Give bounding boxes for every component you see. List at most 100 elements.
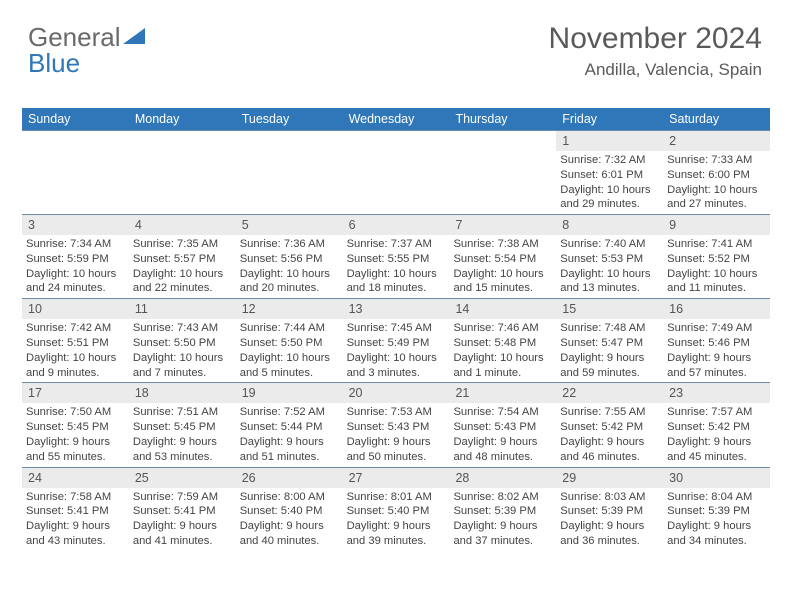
calendar-day: 1Sunrise: 7:32 AMSunset: 6:01 PMDaylight… [556,131,663,214]
sunrise-text: Sunrise: 7:48 AM [560,321,659,336]
day-number: 4 [129,215,236,235]
calendar: Sunday Monday Tuesday Wednesday Thursday… [22,108,770,551]
day-details: Sunrise: 7:44 AMSunset: 5:50 PMDaylight:… [236,319,343,382]
day-details: Sunrise: 7:52 AMSunset: 5:44 PMDaylight:… [236,403,343,466]
sunrise-text: Sunrise: 8:00 AM [240,490,339,505]
day-details: Sunrise: 8:01 AMSunset: 5:40 PMDaylight:… [343,488,450,551]
day-details: Sunrise: 7:40 AMSunset: 5:53 PMDaylight:… [556,235,663,298]
page-title: November 2024 [549,22,762,56]
calendar-day: 27Sunrise: 8:01 AMSunset: 5:40 PMDayligh… [343,468,450,551]
day-details: Sunrise: 7:45 AMSunset: 5:49 PMDaylight:… [343,319,450,382]
daylight-text: Daylight: 9 hours and 46 minutes. [560,435,659,465]
daylight-text: Daylight: 9 hours and 53 minutes. [133,435,232,465]
daylight-text: Daylight: 9 hours and 51 minutes. [240,435,339,465]
day-number: 13 [343,299,450,319]
calendar-day: 14Sunrise: 7:46 AMSunset: 5:48 PMDayligh… [449,299,556,382]
day-details: Sunrise: 7:55 AMSunset: 5:42 PMDaylight:… [556,403,663,466]
daylight-text: Daylight: 9 hours and 59 minutes. [560,351,659,381]
sunset-text: Sunset: 5:39 PM [560,504,659,519]
daylight-text: Daylight: 10 hours and 18 minutes. [347,267,446,297]
calendar-week: 1Sunrise: 7:32 AMSunset: 6:01 PMDaylight… [22,130,770,214]
day-number: 7 [449,215,556,235]
calendar-day: 17Sunrise: 7:50 AMSunset: 5:45 PMDayligh… [22,383,129,466]
sunrise-text: Sunrise: 8:03 AM [560,490,659,505]
sunset-text: Sunset: 5:43 PM [347,420,446,435]
daylight-text: Daylight: 10 hours and 1 minute. [453,351,552,381]
sunset-text: Sunset: 5:50 PM [240,336,339,351]
day-number [236,131,343,150]
sunset-text: Sunset: 5:42 PM [560,420,659,435]
sunrise-text: Sunrise: 7:55 AM [560,405,659,420]
daylight-text: Daylight: 10 hours and 27 minutes. [667,183,766,213]
sunrise-text: Sunrise: 8:04 AM [667,490,766,505]
sunrise-text: Sunrise: 7:41 AM [667,237,766,252]
sunset-text: Sunset: 5:43 PM [453,420,552,435]
sunrise-text: Sunrise: 7:53 AM [347,405,446,420]
calendar-day: 28Sunrise: 8:02 AMSunset: 5:39 PMDayligh… [449,468,556,551]
sunrise-text: Sunrise: 7:54 AM [453,405,552,420]
day-details: Sunrise: 7:46 AMSunset: 5:48 PMDaylight:… [449,319,556,382]
sunset-text: Sunset: 5:54 PM [453,252,552,267]
sunset-text: Sunset: 5:48 PM [453,336,552,351]
daylight-text: Daylight: 10 hours and 15 minutes. [453,267,552,297]
day-details: Sunrise: 8:03 AMSunset: 5:39 PMDaylight:… [556,488,663,551]
calendar-day [449,131,556,214]
calendar-day: 15Sunrise: 7:48 AMSunset: 5:47 PMDayligh… [556,299,663,382]
daylight-text: Daylight: 9 hours and 43 minutes. [26,519,125,549]
brand-part2: Blue [28,48,80,78]
calendar-day: 7Sunrise: 7:38 AMSunset: 5:54 PMDaylight… [449,215,556,298]
calendar-day [129,131,236,214]
day-number: 11 [129,299,236,319]
sunrise-text: Sunrise: 7:33 AM [667,153,766,168]
day-number: 18 [129,383,236,403]
sunset-text: Sunset: 5:51 PM [26,336,125,351]
sunrise-text: Sunrise: 7:45 AM [347,321,446,336]
day-number: 10 [22,299,129,319]
brand-triangle-icon [123,24,145,50]
sunrise-text: Sunrise: 8:02 AM [453,490,552,505]
sunrise-text: Sunrise: 7:36 AM [240,237,339,252]
day-number: 21 [449,383,556,403]
dow-thursday: Thursday [449,108,556,130]
calendar-day: 25Sunrise: 7:59 AMSunset: 5:41 PMDayligh… [129,468,236,551]
sunset-text: Sunset: 5:39 PM [667,504,766,519]
calendar-day: 29Sunrise: 8:03 AMSunset: 5:39 PMDayligh… [556,468,663,551]
day-details: Sunrise: 7:38 AMSunset: 5:54 PMDaylight:… [449,235,556,298]
calendar-week: 17Sunrise: 7:50 AMSunset: 5:45 PMDayligh… [22,382,770,466]
day-details: Sunrise: 7:41 AMSunset: 5:52 PMDaylight:… [663,235,770,298]
day-number: 1 [556,131,663,151]
sunrise-text: Sunrise: 8:01 AM [347,490,446,505]
sunset-text: Sunset: 5:40 PM [347,504,446,519]
sunset-text: Sunset: 5:40 PM [240,504,339,519]
day-details: Sunrise: 7:42 AMSunset: 5:51 PMDaylight:… [22,319,129,382]
day-number [22,131,129,150]
daylight-text: Daylight: 9 hours and 57 minutes. [667,351,766,381]
calendar-day: 11Sunrise: 7:43 AMSunset: 5:50 PMDayligh… [129,299,236,382]
day-number: 22 [556,383,663,403]
daylight-text: Daylight: 10 hours and 11 minutes. [667,267,766,297]
day-details: Sunrise: 7:49 AMSunset: 5:46 PMDaylight:… [663,319,770,382]
day-number [449,131,556,150]
day-number: 27 [343,468,450,488]
calendar-day: 18Sunrise: 7:51 AMSunset: 5:45 PMDayligh… [129,383,236,466]
dow-monday: Monday [129,108,236,130]
day-number: 12 [236,299,343,319]
sunset-text: Sunset: 5:44 PM [240,420,339,435]
daylight-text: Daylight: 10 hours and 9 minutes. [26,351,125,381]
sunrise-text: Sunrise: 7:49 AM [667,321,766,336]
day-details: Sunrise: 8:02 AMSunset: 5:39 PMDaylight:… [449,488,556,551]
daylight-text: Daylight: 10 hours and 29 minutes. [560,183,659,213]
calendar-body: 1Sunrise: 7:32 AMSunset: 6:01 PMDaylight… [22,130,770,551]
day-details: Sunrise: 7:48 AMSunset: 5:47 PMDaylight:… [556,319,663,382]
sunset-text: Sunset: 5:53 PM [560,252,659,267]
day-number [129,131,236,150]
day-number: 25 [129,468,236,488]
sunset-text: Sunset: 5:42 PM [667,420,766,435]
day-of-week-header: Sunday Monday Tuesday Wednesday Thursday… [22,108,770,130]
day-details: Sunrise: 7:51 AMSunset: 5:45 PMDaylight:… [129,403,236,466]
day-details: Sunrise: 7:58 AMSunset: 5:41 PMDaylight:… [22,488,129,551]
sunrise-text: Sunrise: 7:43 AM [133,321,232,336]
sunset-text: Sunset: 5:59 PM [26,252,125,267]
daylight-text: Daylight: 9 hours and 48 minutes. [453,435,552,465]
calendar-day [343,131,450,214]
